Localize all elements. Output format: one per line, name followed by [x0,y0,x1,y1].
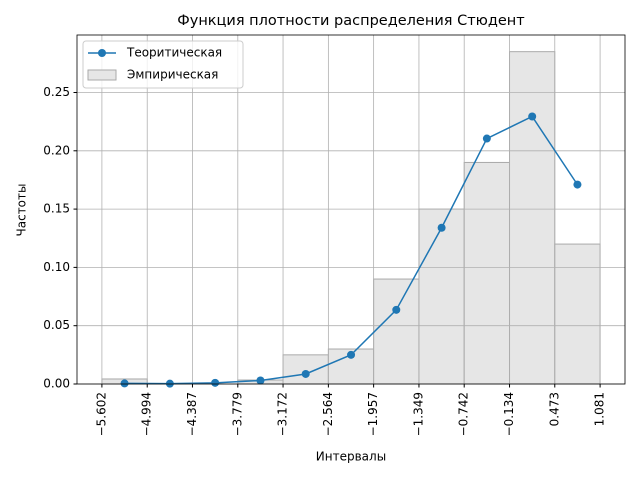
y-tick-label: 0.05 [43,318,70,332]
marker [392,305,401,314]
marker [347,350,356,359]
marker [256,376,265,385]
x-tick-label: 1.081 [593,392,607,426]
marker [482,134,491,143]
x-tick-label: −0.742 [457,392,471,436]
marker [573,180,582,189]
y-axis-label: Частоты [15,184,29,237]
x-tick-label: −4.994 [140,392,154,436]
marker [437,223,446,232]
legend-box [82,40,244,89]
x-tick-label: 0.473 [547,392,561,426]
y-tick-label: 0.25 [43,85,70,99]
x-tick-label: −1.349 [411,392,425,436]
x-axis-label: Интервалы [316,450,386,464]
marker [211,378,220,387]
y-tick-label: 0.15 [43,202,70,216]
x-tick-label: −5.602 [94,392,108,436]
legend-label: Эмпирическая [127,68,218,82]
y-tick-label: 0.00 [43,377,70,391]
histogram-bar [282,354,329,385]
legend-label: Теоритическая [126,46,222,60]
x-tick-label: −2.564 [321,392,335,436]
legend-marker [98,49,106,57]
histogram-bar [509,51,556,385]
axes-frame [76,34,626,385]
marker [301,369,310,378]
y-tick-label: 0.10 [43,260,70,274]
x-tick-label: −4.387 [185,392,199,436]
legend-patch [87,69,117,81]
histogram-bar [327,348,375,385]
x-tick-label: −0.134 [502,392,516,436]
x-tick-label: −3.172 [276,392,290,436]
histogram-bar [554,243,601,385]
marker [528,112,537,121]
x-tick-label: −3.779 [230,392,244,436]
x-tick-label: −1.957 [366,392,380,436]
histogram-bar [373,278,420,385]
chart-title: Функция плотности распределения Стюдент [177,13,525,29]
histogram-bar [418,208,465,385]
y-tick-label: 0.20 [43,143,70,157]
marker [120,379,129,388]
histogram-bar [463,161,511,385]
